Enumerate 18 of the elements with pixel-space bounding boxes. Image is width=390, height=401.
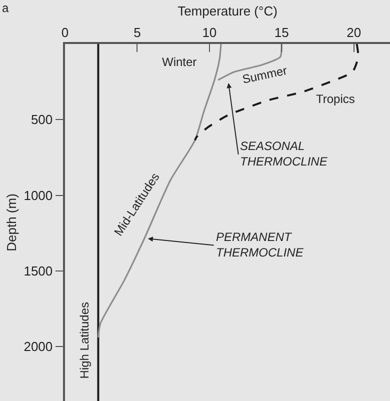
text: a bbox=[2, 1, 9, 15]
x-axis-title: Temperature (°C) bbox=[178, 4, 278, 18]
annotation: PERMANENT THERMOCLINE bbox=[216, 230, 304, 260]
y-tick-label: 500 bbox=[30, 112, 53, 128]
y-tick-label: 2000 bbox=[24, 339, 53, 354]
y-axis-title: Depth (m) bbox=[4, 194, 20, 252]
x-tick-label: 5 bbox=[134, 25, 141, 40]
annotation: High Latitudes bbox=[78, 302, 92, 379]
y-tick-label: 1000 bbox=[24, 188, 53, 203]
x-tick-label: 20 bbox=[346, 25, 362, 40]
annotation: Tropics bbox=[316, 92, 355, 106]
y-tick-label: 1500 bbox=[24, 263, 53, 278]
x-tick-label: 0 bbox=[61, 25, 69, 40]
x-tick-label: 15 bbox=[274, 25, 289, 40]
annotation: SEASONAL THERMOCLINE bbox=[240, 139, 328, 169]
annotation: Winter bbox=[162, 55, 197, 69]
x-tick-label: 10 bbox=[202, 25, 217, 40]
annotation: Summer bbox=[241, 63, 288, 86]
